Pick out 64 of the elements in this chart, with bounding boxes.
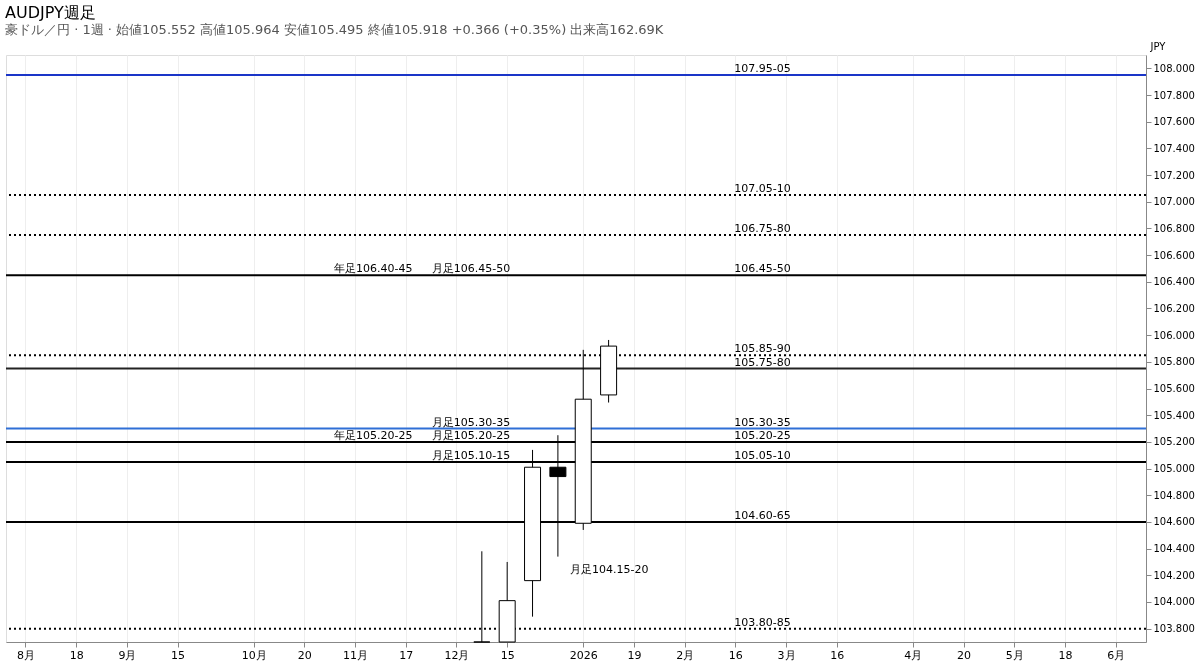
x-tick-label: 19 — [627, 648, 642, 662]
chart-subtitle: 豪ドル／円 · 1週 · 始値105.552 高値105.964 安値105.495 終値105.918 +0.366 (+0.35%) 出来高162.69K — [5, 22, 664, 37]
x-tick-label: 4月 — [904, 648, 923, 662]
x-tick-label: 2月 — [676, 648, 695, 662]
y-tick-label: 104.800 — [1153, 489, 1195, 501]
x-tick-label: 10月 — [241, 648, 267, 662]
y-tick-label: 105.000 — [1153, 463, 1195, 475]
y-tick-label: 107.200 — [1153, 169, 1195, 181]
annotation: 月足105.10-15 — [431, 448, 511, 462]
y-tick-label: 103.800 — [1153, 623, 1195, 635]
x-tick-label: 20 — [297, 648, 312, 662]
y-tick-label: 105.400 — [1153, 409, 1195, 421]
y-tick-label: 107.600 — [1153, 116, 1195, 128]
x-tick-label: 6月 — [1107, 648, 1126, 662]
y-tick-label: 105.800 — [1153, 356, 1195, 368]
annotation: 年足105.20-25 — [333, 428, 413, 442]
y-tick-label: 107.800 — [1153, 89, 1195, 101]
ref-line-label: 104.60-65 — [734, 508, 791, 522]
ref-line-label: 106.75-80 — [734, 222, 791, 236]
x-tick-label: 17 — [399, 648, 414, 662]
x-tick-label: 18 — [69, 648, 84, 662]
y-tick-label: 106.800 — [1153, 222, 1195, 234]
y-tick-label: 105.200 — [1153, 436, 1195, 448]
x-tick-label: 16 — [830, 648, 845, 662]
ref-line-label: 105.30-35 — [734, 415, 791, 429]
annotation: 月足105.30-35 — [431, 415, 511, 429]
ref-line-label: 107.95-05 — [734, 62, 791, 76]
x-tick-label: 8月 — [16, 648, 35, 662]
y-tick-label: 107.000 — [1153, 196, 1195, 208]
x-tick-label: 3月 — [777, 648, 796, 662]
y-tick-label: 105.600 — [1153, 383, 1195, 395]
x-tick-label: 5月 — [1005, 648, 1024, 662]
x-tick-label: 11月 — [343, 648, 369, 662]
y-tick-label: 104.400 — [1153, 543, 1195, 555]
y-tick-label: 104.600 — [1153, 516, 1195, 528]
ref-line-label: 103.80-85 — [734, 615, 791, 629]
chart-title: AUDJPY週足 — [5, 3, 96, 22]
x-tick-label: 16 — [728, 648, 743, 662]
x-tick-label: 15 — [500, 648, 515, 662]
y-tick-label: 104.200 — [1153, 569, 1195, 581]
ref-line-label: 106.45-50 — [734, 262, 791, 276]
x-tick-label: 18 — [1058, 648, 1073, 662]
ref-line-label: 105.85-90 — [734, 342, 791, 356]
annotation: 年足106.40-45 — [333, 262, 413, 276]
y-tick-label: 107.400 — [1153, 142, 1195, 154]
ref-line-label: 105.75-80 — [734, 355, 791, 369]
ref-line-label: 105.20-25 — [734, 428, 791, 442]
ref-line-label: 105.05-10 — [734, 448, 791, 462]
x-tick-label: 2026 — [569, 648, 598, 662]
x-tick-label: 20 — [957, 648, 972, 662]
y-tick-label: 106.000 — [1153, 329, 1195, 341]
annotation: 月足104.15-20 — [570, 563, 649, 576]
y-axis-title: JPY — [1149, 40, 1167, 52]
annotation: 月足106.45-50 — [431, 262, 511, 276]
y-tick-label: 106.200 — [1153, 302, 1195, 314]
x-tick-label: 9月 — [118, 648, 137, 662]
y-tick-label: 106.600 — [1153, 249, 1195, 261]
y-tick-label: 108.000 — [1153, 62, 1195, 74]
x-tick-label: 12月 — [444, 648, 470, 662]
y-tick-label: 106.400 — [1153, 276, 1195, 288]
ref-line-label: 107.05-10 — [734, 182, 791, 196]
x-tick-label: 15 — [171, 648, 186, 662]
annotation: 月足105.20-25 — [431, 428, 511, 442]
y-tick-label: 104.000 — [1153, 596, 1195, 608]
